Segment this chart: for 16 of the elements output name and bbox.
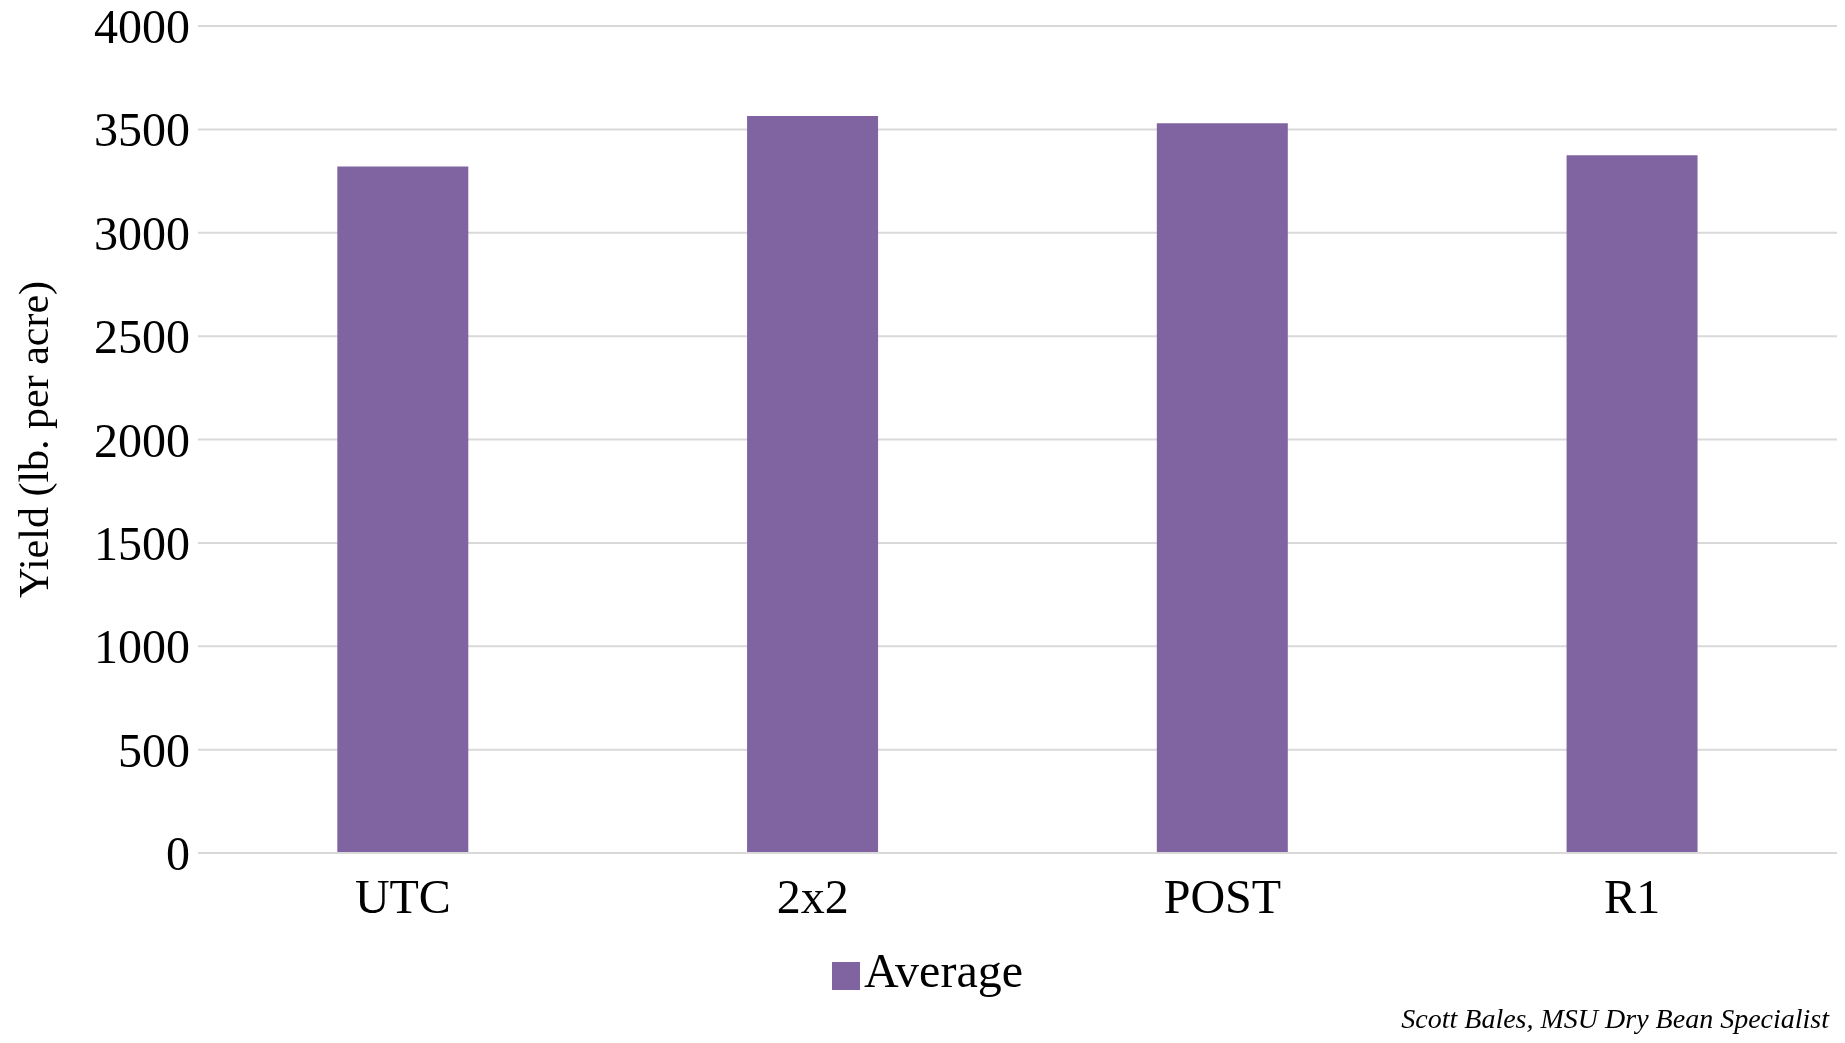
x-tick-label: POST <box>1163 870 1282 924</box>
x-tick-label: UTC <box>354 870 451 924</box>
y-tick-label: 0 <box>166 827 190 881</box>
y-axis-title: Yield (lb. per acre) <box>10 280 58 599</box>
y-tick-label: 3500 <box>94 103 190 157</box>
y-tick-label: 2000 <box>94 413 190 467</box>
y-tick-label: 3000 <box>94 206 190 260</box>
text: Scott Bales, MSU Dry Bean Specialist <box>1401 1003 1829 1035</box>
y-tick-label: 4000 <box>94 0 190 54</box>
legend-label: Average <box>864 944 1023 997</box>
y-tick-label: 1500 <box>94 516 190 570</box>
y-tick-label: 1000 <box>94 620 190 674</box>
x-tick-label: 2x2 <box>776 870 849 924</box>
y-tick-label: 500 <box>118 723 190 777</box>
x-tick-label: R1 <box>1604 870 1661 924</box>
y-tick-label: 2500 <box>94 310 190 364</box>
